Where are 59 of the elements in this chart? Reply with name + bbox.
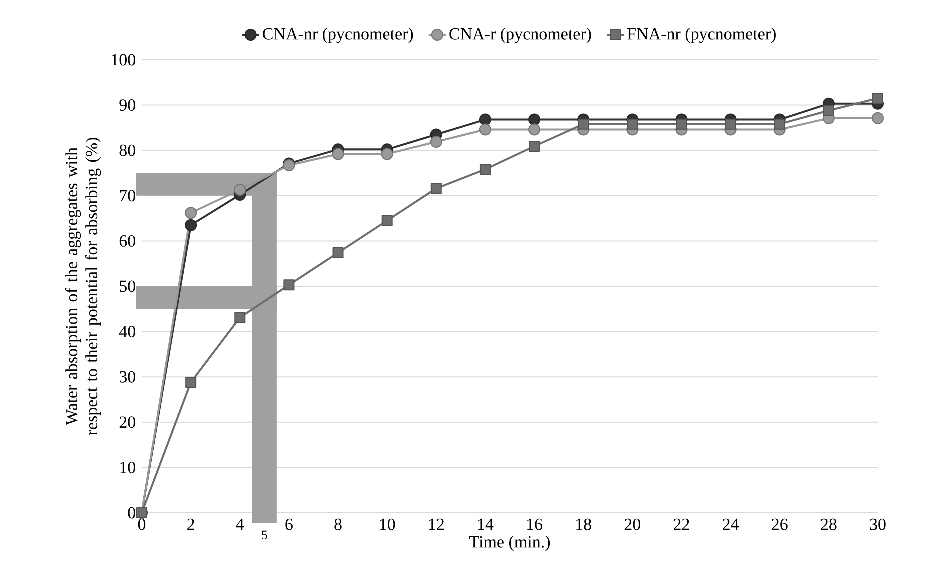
y-tick-label: 70 [120, 190, 136, 202]
x-tick-label: 4 [236, 518, 244, 530]
x-tick-label: 0 [138, 518, 146, 530]
x-tick-label: 10 [380, 518, 396, 530]
point [430, 136, 442, 148]
x-tick-label: 18 [576, 518, 592, 530]
point [725, 118, 736, 130]
y-tick-label: 90 [120, 100, 136, 112]
y-tick-label: 10 [120, 462, 136, 474]
point [234, 312, 246, 324]
x-tick-label: 8 [334, 518, 342, 530]
point [284, 280, 295, 291]
x-tick-label: 22 [674, 518, 690, 530]
y-tick-label: 100 [112, 54, 136, 66]
point [823, 105, 834, 116]
x-axis-title: Time (min.) [470, 536, 550, 552]
point [234, 184, 246, 196]
x-tick-label: 30 [870, 518, 886, 530]
x-tick-label: 2 [188, 518, 194, 530]
y-tick-label: 0 [128, 507, 136, 519]
x-tick-label: 14 [478, 518, 494, 530]
x-tick-label: 20 [624, 518, 641, 530]
point [872, 92, 884, 104]
point [332, 148, 344, 160]
legend-label: CNA-r (pycnometer) [450, 28, 592, 44]
y-tick-label: 40 [119, 326, 136, 338]
y-tick-label: 20 [120, 416, 136, 428]
point [382, 215, 393, 226]
point [381, 148, 394, 160]
point [627, 118, 638, 130]
point [186, 377, 197, 388]
point [578, 118, 590, 130]
point [529, 141, 540, 152]
point [185, 207, 198, 220]
x-tick-label: 12 [429, 518, 444, 530]
point [185, 219, 198, 232]
x-tick-label: 26 [772, 518, 788, 530]
y-axis-title: Water absorption of the aggregates with respect to their potential for absorbing (%) [65, 138, 102, 436]
point [872, 112, 884, 124]
point [528, 114, 541, 126]
x-tick-label: 16 [528, 518, 543, 530]
x-tick-label: 6 [286, 518, 293, 530]
y-tick-label: 80 [120, 144, 136, 156]
point [479, 124, 492, 136]
point [774, 118, 786, 130]
point [676, 118, 688, 130]
y-tick-label: 30 [120, 371, 136, 383]
point [332, 247, 344, 258]
point [479, 114, 492, 126]
point [480, 164, 491, 176]
legend-label: FNA-nr (pycnometer) [628, 28, 776, 44]
y-tick-label: 60 [120, 235, 136, 247]
y-tick-label: 50 [120, 280, 136, 292]
x-tick-label: 24 [723, 518, 740, 530]
band-label: 5 [262, 530, 268, 540]
x-tick-label: 28 [821, 518, 837, 530]
point [528, 124, 541, 136]
legend-label: CNA-nr (pycnometer) [263, 28, 414, 44]
point [430, 183, 442, 194]
